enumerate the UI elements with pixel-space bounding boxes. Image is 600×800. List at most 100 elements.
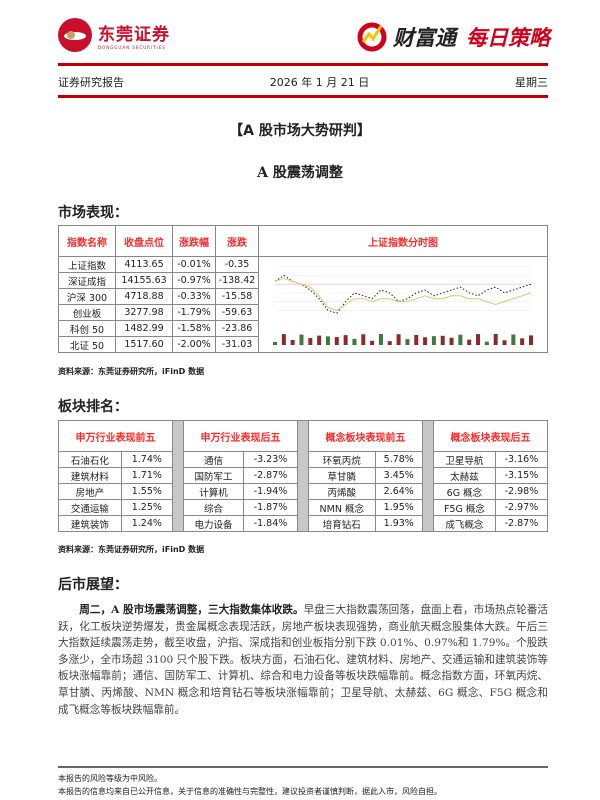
- sector-name: 丙烯酸: [307, 483, 376, 500]
- sector-name: 成飞概念: [432, 515, 496, 532]
- col-header: 收盘点位: [115, 225, 173, 257]
- sector-name: 房地产: [58, 483, 122, 500]
- volume-bar: [484, 341, 489, 345]
- table-cell: 深证成指: [58, 272, 116, 289]
- volume-bar: [334, 337, 339, 345]
- volume-bar: [361, 334, 366, 345]
- table-row: 深证成指 14155.63 -0.97% -138.42: [58, 272, 548, 289]
- sector-name: 卫星导航: [432, 451, 496, 468]
- report-weekday: 星期三: [514, 76, 548, 89]
- dongguan-securities-logo: 东莞证券 DONGGUAN SECURITIES: [58, 18, 170, 52]
- group-separator: [421, 420, 434, 532]
- outlook-heading: 后市展望：: [58, 577, 128, 593]
- table-row: 沪深 300 4718.88 -0.33% -15.58: [58, 288, 548, 305]
- group-title: 申万行业表现后五: [182, 420, 298, 452]
- table-cell: 3277.98: [115, 304, 173, 321]
- sector-change: -2.97%: [494, 499, 549, 516]
- table-row: 上证指数 4113.65 -0.01% -0.35: [58, 256, 548, 353]
- table-row: 建筑装饰 1.24% 电力设备 -1.84% 培育钻石 1.93% 成飞概念 -2.87%: [58, 515, 549, 532]
- volume-bar: [529, 335, 533, 345]
- group-title: 概念板块表现前五: [307, 420, 423, 452]
- table-cell: -138.42: [215, 272, 259, 289]
- caifutong-logo: 财富通 每日策略: [357, 22, 550, 52]
- brand-name-en: DONGGUAN SECURITIES: [98, 45, 166, 50]
- sector-name: 建筑材料: [58, 467, 122, 484]
- sector-name: 6G 概念: [432, 483, 496, 500]
- volume-bar: [308, 338, 313, 345]
- table-cell: -1.58%: [172, 320, 216, 337]
- volume-bar: [405, 339, 410, 345]
- header-divider: [58, 63, 548, 66]
- volume-bar: [378, 334, 383, 345]
- volume-bar: [325, 336, 330, 345]
- table-cell: 1482.99: [115, 320, 173, 337]
- volume-bar: [317, 335, 322, 345]
- table-cell: -1.79%: [172, 304, 216, 321]
- sector-change: -2.87%: [243, 467, 298, 484]
- volume-bar: [387, 341, 392, 345]
- sector-change: 1.71%: [120, 467, 173, 484]
- average-line: [274, 277, 532, 311]
- sector-name: 电力设备: [182, 515, 245, 532]
- page-subtitle: A 股震荡调整: [257, 165, 343, 181]
- report-header-row: 证券研究报告 2026 年 1 月 21 日 星期三: [58, 74, 548, 90]
- chart-title: 上证指数分时图: [258, 225, 548, 257]
- sector-name: 环氧丙烷: [307, 451, 376, 468]
- volume-bar: [343, 335, 348, 345]
- sector-change: -1.84%: [243, 515, 298, 532]
- table-cell: 4113.65: [115, 256, 173, 273]
- market-heading: 市场表现：: [58, 205, 128, 221]
- group-title: 概念板块表现后五: [432, 420, 549, 452]
- volume-bar: [352, 338, 357, 345]
- sector-change: -3.15%: [494, 467, 549, 484]
- sector-change: 1.25%: [120, 499, 173, 516]
- sector-change: 1.24%: [120, 515, 173, 532]
- table-cell: -23.86: [215, 320, 259, 337]
- intraday-chart: [273, 266, 533, 345]
- price-line: [274, 274, 532, 314]
- table-cell: -0.97%: [172, 272, 216, 289]
- table-cell: -0.33%: [172, 288, 216, 305]
- volume-bar: [440, 335, 445, 345]
- sector-change: 2.64%: [374, 483, 423, 500]
- sector-change: 1.95%: [374, 499, 423, 516]
- sector-change: 1.74%: [120, 451, 173, 468]
- sector-change: -3.16%: [494, 451, 549, 468]
- sector-name: 通信: [182, 451, 245, 468]
- market-table: 指数名称 收盘点位 涨跌幅 涨跌 上证指数分时图 上证指数 4113.65 -0.01% -0…: [58, 225, 548, 353]
- volume-bar: [281, 334, 286, 345]
- sector-name: 太赫兹: [432, 467, 496, 484]
- sector-change: -2.87%: [494, 515, 549, 532]
- caifutong-emblem-icon: [357, 22, 387, 52]
- volume-bar: [290, 339, 295, 345]
- sector-name: 建筑装饰: [58, 515, 122, 532]
- table-cell: 沪深 300: [58, 288, 116, 305]
- risk-level-note: 本报告的风险等级为中风险。: [58, 774, 162, 783]
- brand-name: 东莞证券: [98, 25, 170, 45]
- group-title: 申万行业表现前五: [58, 420, 173, 452]
- col-header: 涨跌幅: [172, 225, 216, 257]
- table-row: 房地产 1.55% 计算机 -1.94% 丙烯酸 2.64% 6G 概念 -2.98%: [58, 483, 549, 500]
- sector-change: -1.94%: [243, 483, 298, 500]
- table-row: 科创 50 1482.99 -1.58% -23.86: [58, 320, 548, 337]
- logo-emblem-icon: [58, 18, 92, 52]
- sector-name: NMN 概念: [307, 499, 376, 516]
- sector-change: -1.87%: [243, 499, 298, 516]
- product-name: 财富通: [393, 25, 456, 50]
- sector-change: 3.45%: [374, 467, 423, 484]
- table-row: 北证 50 1517.60 -2.00% -31.03: [58, 336, 548, 353]
- sector-name: 石油石化: [58, 451, 122, 468]
- table-cell: -59.63: [215, 304, 259, 321]
- volume-bar: [520, 338, 525, 345]
- volume-bar: [467, 339, 472, 345]
- table-cell: 北证 50: [58, 336, 116, 353]
- group-separator: [171, 420, 184, 532]
- sector-change: 5.78%: [374, 451, 423, 468]
- sector-name: 培育钻石: [307, 515, 376, 532]
- volume-bar: [299, 334, 304, 345]
- sector-name: 草甘膦: [307, 467, 376, 484]
- outlook-lead: 周二，A 股市场震荡调整，三大指数集体收跌。: [79, 604, 304, 616]
- header-divider-bottom: [58, 95, 548, 98]
- table-cell: -0.35: [215, 256, 259, 273]
- disclaimer-note: 本报告的信息均来自已公开信息，关于信息的准确性与完整性，建议投资者谨慎判断，据此…: [58, 787, 442, 796]
